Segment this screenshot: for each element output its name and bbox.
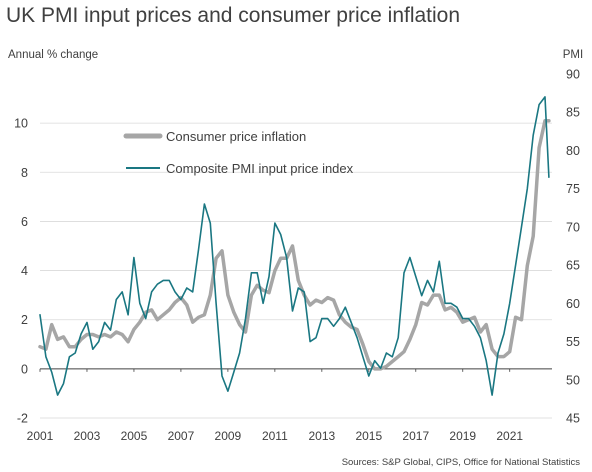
y-left-tick-label: 6 — [21, 215, 28, 229]
x-tick-label: 2007 — [168, 429, 195, 443]
y-left-tick-label: -2 — [17, 412, 28, 426]
x-tick-label: 2019 — [449, 429, 476, 443]
source-note: Sources: S&P Global, CIPS, Office for Na… — [342, 457, 581, 468]
x-tick-label: 2009 — [215, 429, 242, 443]
x-tick-label: 2001 — [27, 429, 54, 443]
series-cpi-line — [40, 121, 549, 369]
y-left-tick-label: 2 — [21, 313, 28, 327]
y-right-tick-label: 75 — [566, 182, 580, 196]
legend-cpi-label: Consumer price inflation — [166, 129, 306, 144]
y-left-axis-label: Annual % change — [8, 49, 98, 61]
legend: Consumer price inflation Composite PMI i… — [126, 129, 354, 176]
x-tick-label: 2005 — [121, 429, 148, 443]
y-right-tick-label: 70 — [566, 220, 580, 234]
y-right-tick-labels: 45 50 55 60 65 70 75 80 85 90 — [566, 68, 580, 426]
x-tick-label: 2003 — [74, 429, 101, 443]
y-right-axis-label: PMI — [563, 49, 583, 61]
x-tick-labels: 2001 2003 2005 2007 2009 2011 2013 2015 2017 2019… — [27, 369, 524, 443]
y-right-tick-label: 60 — [566, 297, 580, 311]
y-left-tick-labels: -2 0 2 4 6 8 10 — [14, 117, 28, 426]
y-left-tick-label: 0 — [21, 362, 28, 376]
y-right-tick-label: 90 — [566, 68, 580, 82]
x-tick-label: 2011 — [262, 429, 288, 443]
y-left-tick-label: 10 — [14, 117, 28, 131]
x-tick-label: 2015 — [355, 429, 382, 443]
y-right-tick-label: 65 — [566, 259, 580, 273]
y-right-tick-label: 50 — [566, 373, 580, 387]
x-tick-label: 2013 — [308, 429, 335, 443]
y-right-tick-label: 80 — [566, 144, 580, 158]
x-tick-label: 2021 — [496, 429, 523, 443]
y-left-tick-label: 4 — [21, 264, 28, 278]
legend-pmi-label: Composite PMI input price index — [166, 161, 354, 176]
y-right-tick-label: 55 — [566, 335, 580, 349]
y-right-tick-label: 45 — [566, 412, 580, 426]
x-tick-label: 2017 — [402, 429, 429, 443]
y-right-tick-label: 85 — [566, 106, 580, 120]
y-left-tick-label: 8 — [21, 166, 28, 180]
